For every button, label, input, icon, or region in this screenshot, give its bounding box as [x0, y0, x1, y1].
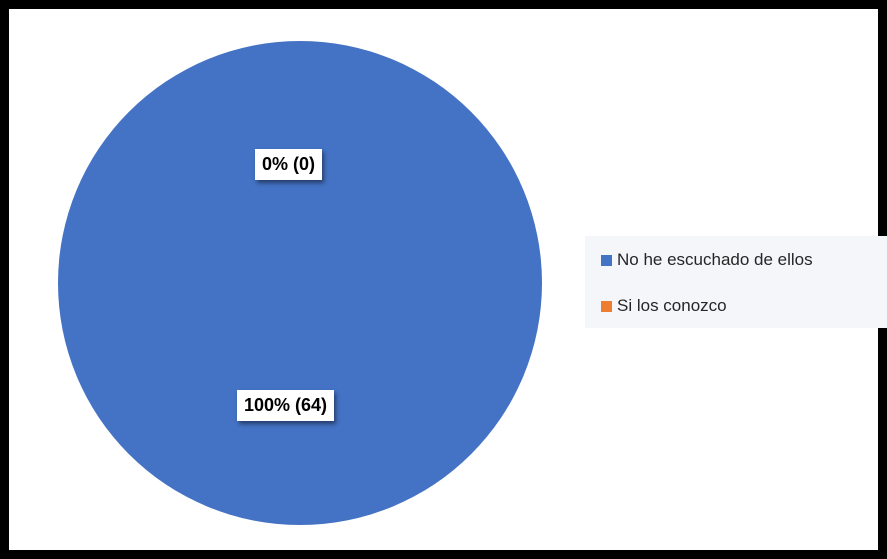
legend — [585, 236, 887, 328]
data-label-si-los-conozco: 0% (0) — [255, 149, 323, 180]
pie-slice-no-he-escuchado — [58, 41, 542, 525]
legend-label: Si los conozco — [617, 296, 727, 315]
legend-swatch-orange — [601, 300, 612, 312]
legend-item-no-he-escuchado: No he escuchado de ellos — [601, 250, 813, 270]
legend-swatch-blue — [601, 254, 612, 266]
legend-label: No he escuchado de ellos — [617, 250, 813, 269]
data-label-no-he-escuchado: 100% (64) — [237, 390, 335, 421]
legend-item-si-los-conozco: Si los conozco — [601, 296, 727, 316]
